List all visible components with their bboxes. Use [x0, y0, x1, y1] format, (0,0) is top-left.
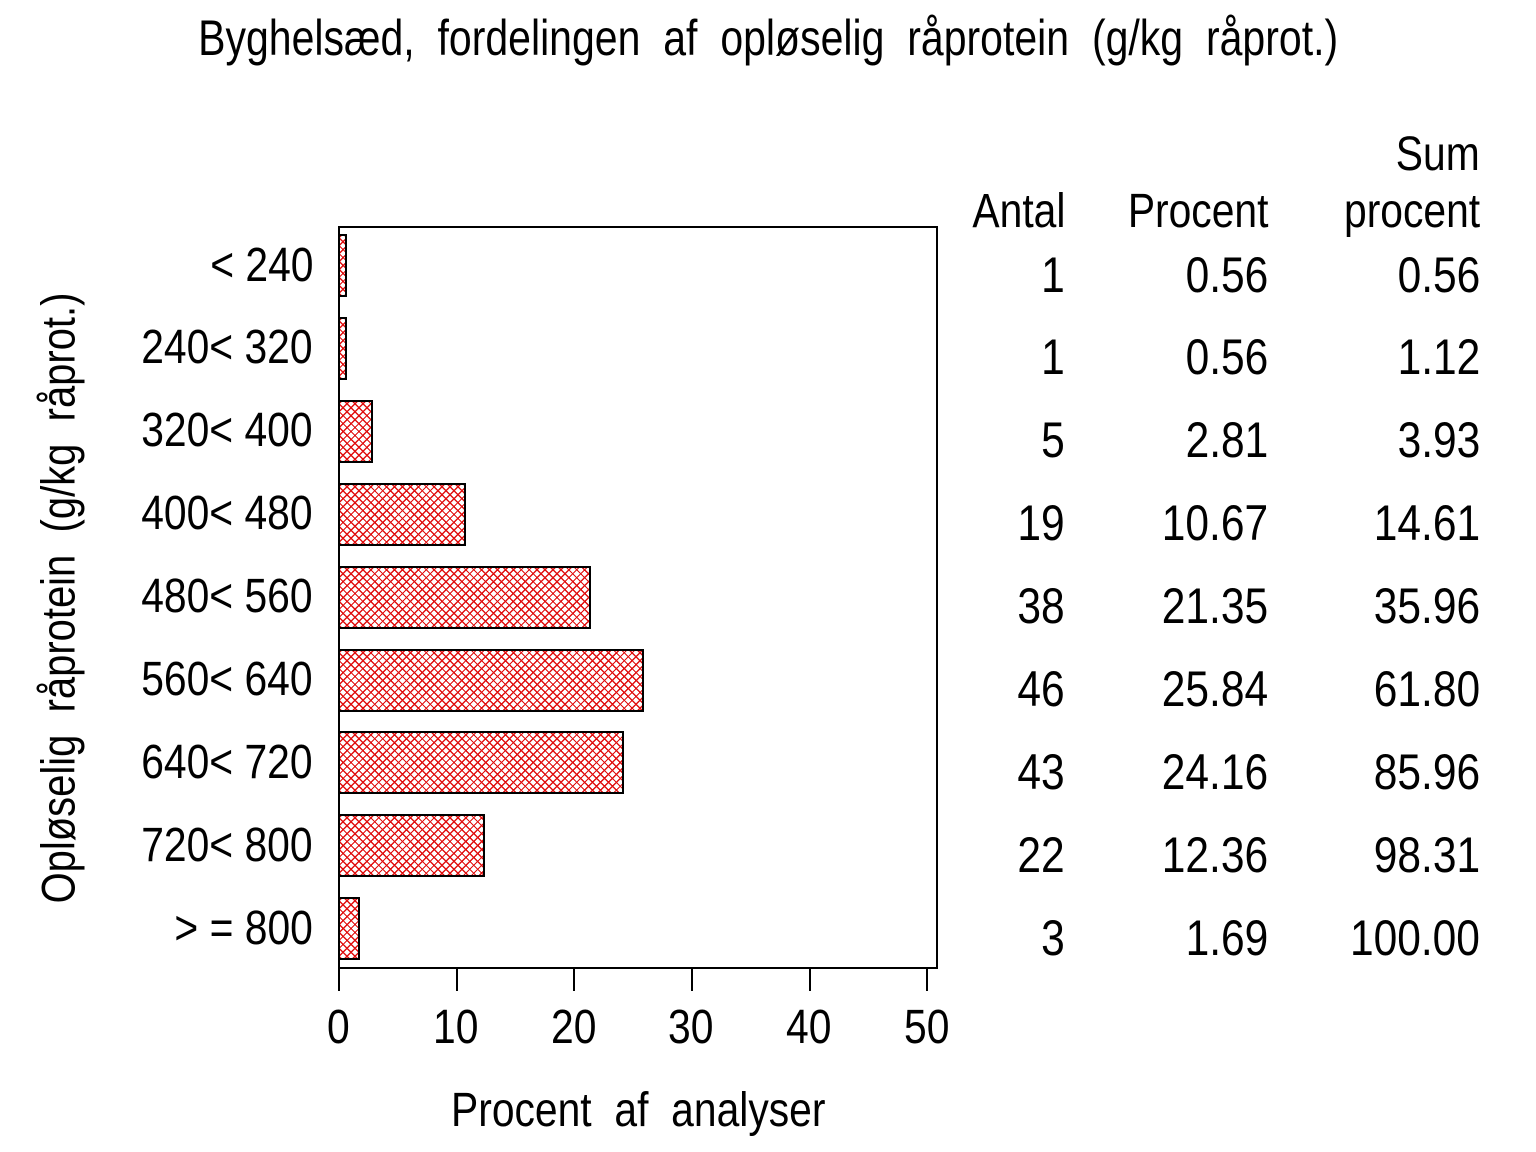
- table-header-sum-procent: Sum procent: [1343, 128, 1480, 238]
- table-cell-antal: 1: [1041, 329, 1065, 386]
- x-axis-tick-label: 0: [326, 1001, 350, 1054]
- table-cell-sum: 14.61: [1373, 495, 1480, 552]
- table-cell-antal: 3: [1041, 909, 1065, 966]
- table-header-procent: Procent: [1127, 185, 1268, 238]
- x-axis-tick-label: 20: [550, 1001, 596, 1054]
- x-axis-tick: [690, 969, 693, 991]
- category-label: 560< 640: [141, 653, 313, 706]
- chart-title: Byghelsæd, fordelingen af opløselig råpr…: [0, 10, 1536, 66]
- table-cell-sum: 100.00: [1350, 909, 1480, 966]
- x-axis-tick: [808, 969, 811, 991]
- category-label: 400< 480: [141, 487, 313, 541]
- table-cell-sum: 98.31: [1373, 826, 1480, 883]
- x-axis-tick-label: 10: [432, 1001, 479, 1054]
- table-cell-sum: 3.93: [1397, 412, 1480, 469]
- table-cell-sum: 85.96: [1373, 743, 1480, 800]
- table-cell-sum: 0.56: [1397, 246, 1480, 303]
- table-cell-antal: 38: [1017, 578, 1065, 635]
- table-cell-antal: 43: [1017, 743, 1065, 800]
- x-axis-tick: [338, 969, 340, 991]
- table-cell-procent: 0.56: [1185, 246, 1268, 303]
- plot-area: [338, 226, 938, 991]
- table-cell-procent: 10.67: [1161, 495, 1268, 552]
- histogram-bar: [338, 565, 592, 629]
- histogram-bar: [338, 399, 374, 463]
- histogram-bar: [338, 316, 347, 380]
- x-axis-tick-label: 40: [785, 1001, 832, 1054]
- table-cell-antal: 19: [1017, 495, 1065, 552]
- category-label: 640< 720: [141, 735, 313, 789]
- histogram-bar: [338, 648, 644, 712]
- table-cell-procent: 1.69: [1185, 909, 1268, 966]
- category-label: 720< 800: [141, 818, 313, 872]
- table-cell-procent: 24.16: [1161, 743, 1268, 800]
- x-axis-tick-label: 50: [903, 1001, 949, 1054]
- x-axis-tick: [573, 969, 576, 991]
- histogram-bar: [338, 234, 347, 297]
- y-axis-label-text: Opløselig råprotein (g/kg råprot.): [31, 292, 85, 904]
- y-axis-label: Opløselig råprotein (g/kg råprot.): [31, 293, 86, 904]
- x-axis-tick: [926, 969, 929, 991]
- table-cell-procent: 21.35: [1161, 578, 1268, 635]
- x-axis-tick: [455, 969, 458, 991]
- x-axis-label: Procent af analyser: [338, 1084, 938, 1138]
- histogram-bar: [338, 731, 625, 795]
- table-cell-antal: 5: [1041, 412, 1065, 469]
- histogram-bar: [338, 897, 360, 961]
- x-axis-label-text: Procent af analyser: [450, 1084, 826, 1137]
- chart-title-text: Byghelsæd, fordelingen af opløselig råpr…: [197, 10, 1339, 66]
- category-label: 480< 560: [141, 570, 313, 624]
- category-label: < 240: [209, 238, 313, 292]
- table-cell-procent: 0.56: [1185, 329, 1268, 386]
- category-label: > = 800: [174, 901, 313, 955]
- category-label: 320< 400: [141, 404, 313, 458]
- table-header-antal: Antal: [972, 185, 1065, 238]
- table-cell-sum: 61.80: [1373, 661, 1480, 717]
- histogram-bar: [338, 482, 466, 546]
- table-cell-procent: 12.36: [1161, 826, 1268, 883]
- table-cell-procent: 2.81: [1185, 412, 1268, 469]
- table-cell-sum: 1.12: [1397, 329, 1480, 386]
- category-label: 240< 320: [141, 321, 313, 375]
- table-cell-antal: 46: [1017, 661, 1065, 717]
- table-cell-procent: 25.84: [1161, 661, 1268, 717]
- table-cell-antal: 1: [1041, 246, 1065, 303]
- x-axis-tick-label: 30: [668, 1001, 714, 1054]
- histogram-bar: [338, 814, 486, 878]
- table-cell-antal: 22: [1017, 826, 1065, 883]
- table-cell-sum: 35.96: [1373, 578, 1480, 635]
